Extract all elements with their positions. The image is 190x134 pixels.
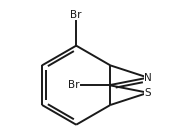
Text: Br: Br — [68, 80, 80, 90]
Text: S: S — [145, 88, 151, 98]
Text: Br: Br — [70, 10, 82, 20]
Text: N: N — [144, 73, 152, 83]
